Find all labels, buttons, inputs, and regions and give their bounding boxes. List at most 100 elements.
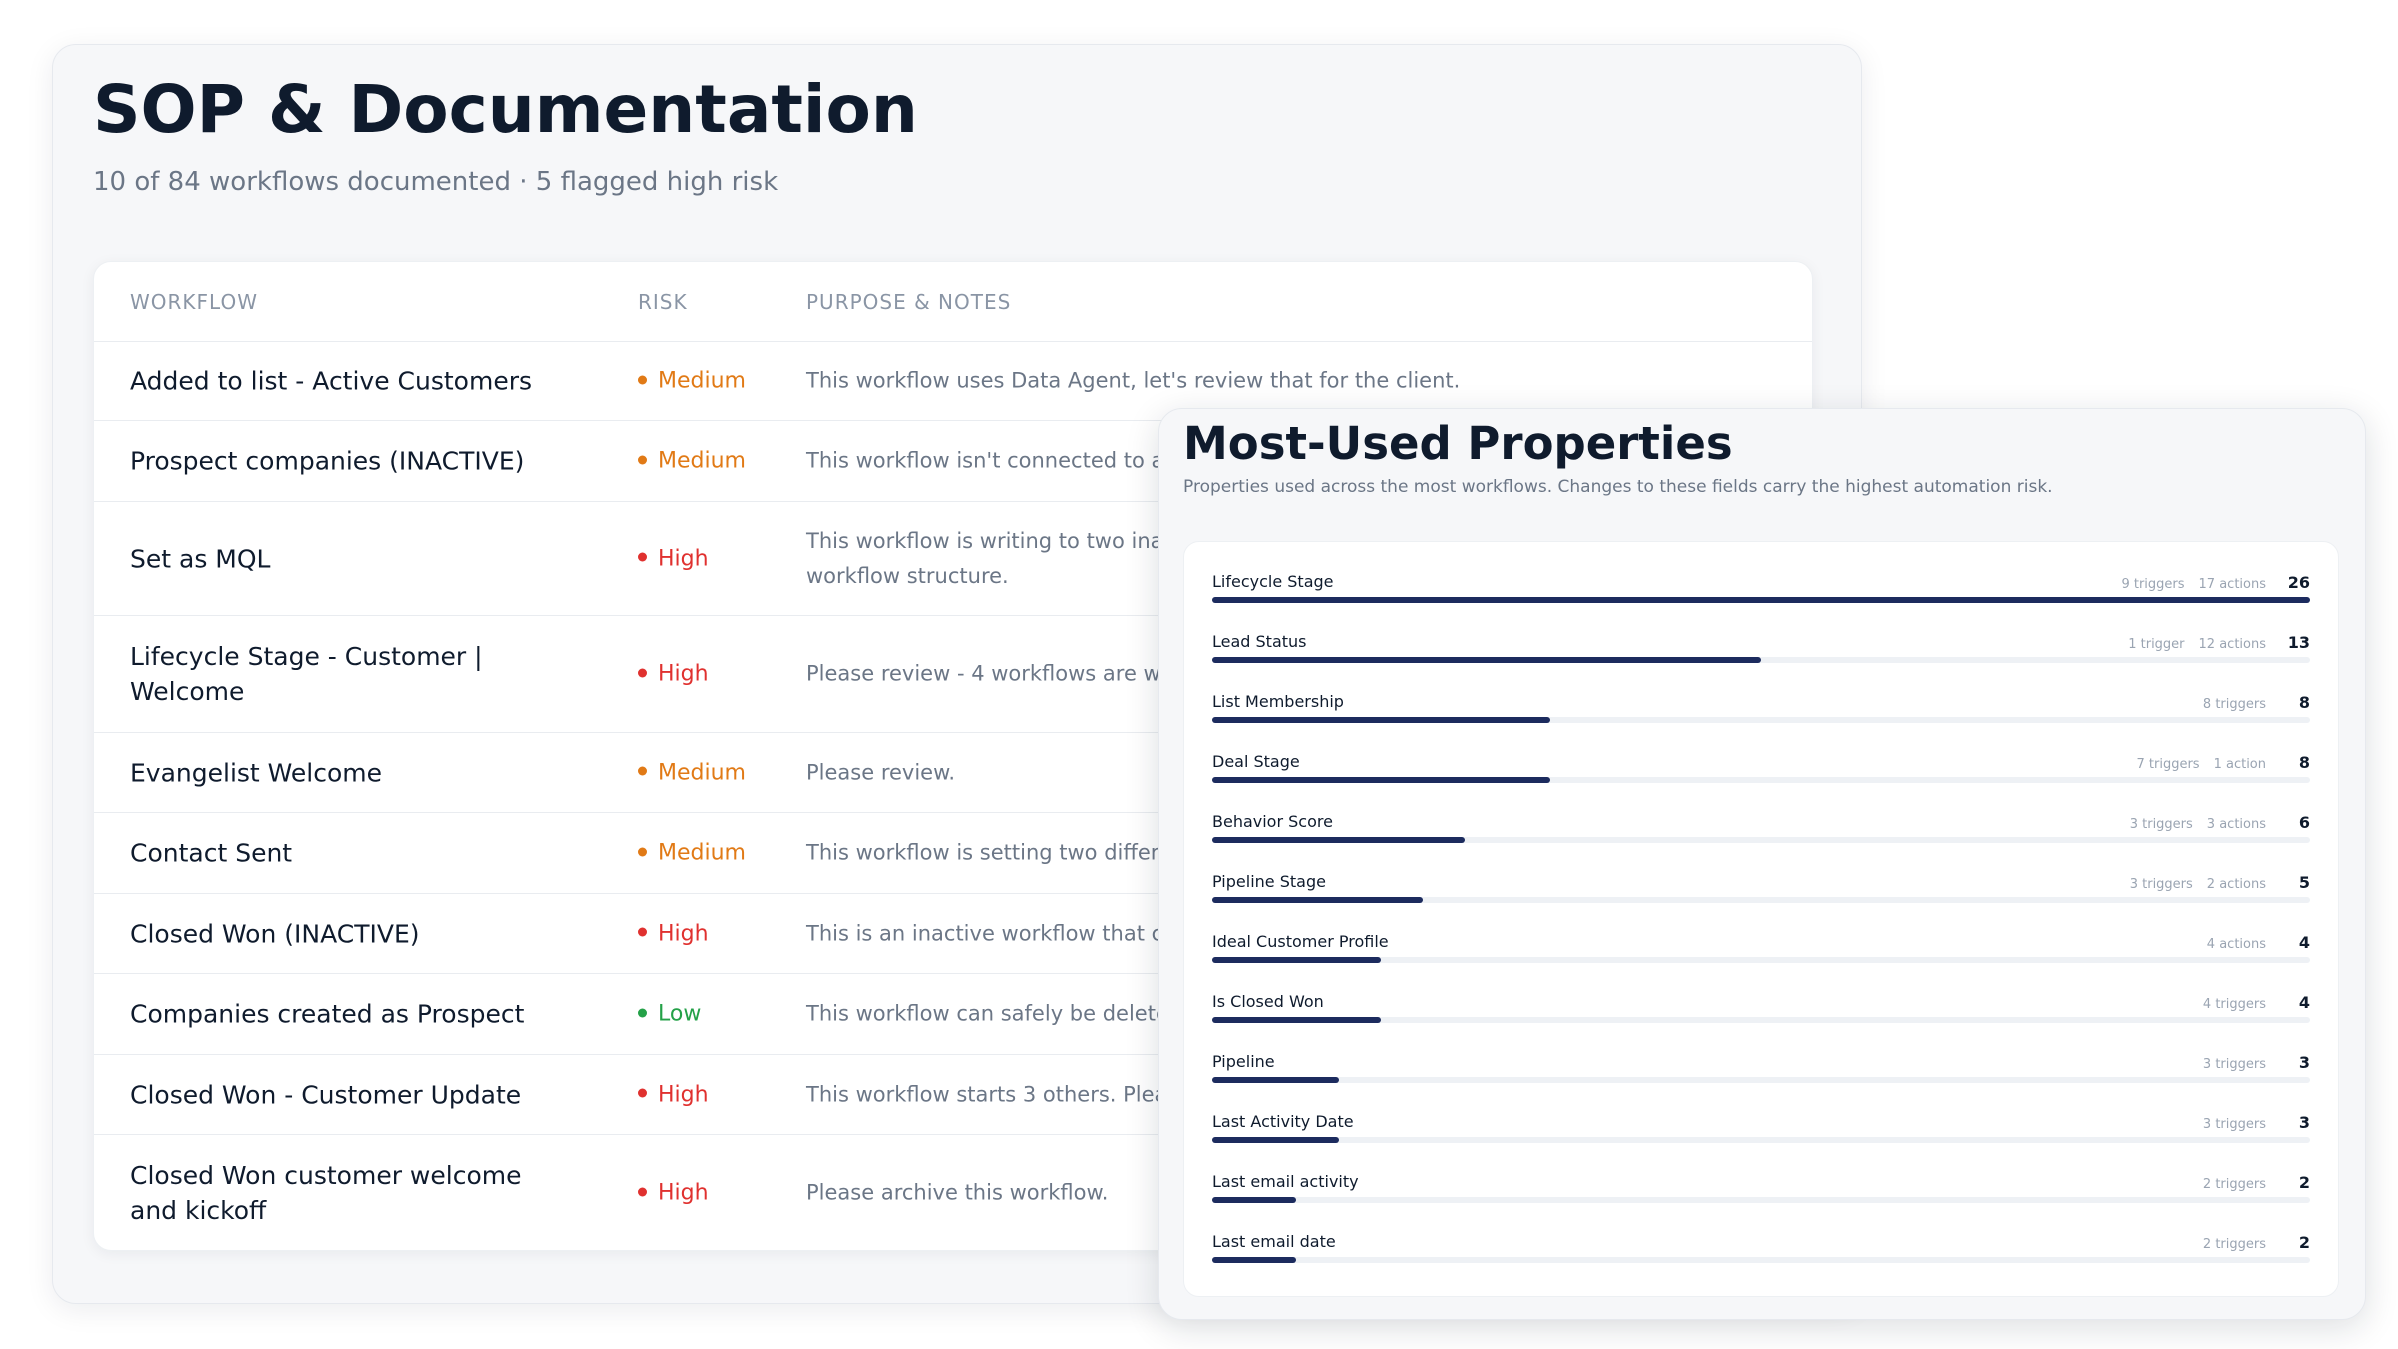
property-name: Pipeline Stage	[1212, 872, 1326, 891]
usage-bar-fill	[1212, 1137, 1339, 1143]
property-row[interactable]: Last email activity 2 triggers 2	[1212, 1172, 2310, 1232]
property-stats: 3 triggers 2 actions 5	[2116, 873, 2310, 892]
property-stat: 2 actions	[2206, 877, 2266, 892]
risk-dot-icon	[638, 455, 647, 464]
property-row[interactable]: Ideal Customer Profile 4 actions 4	[1212, 932, 2310, 992]
property-total: 2	[2298, 1173, 2310, 1192]
risk-label: Medium	[658, 760, 746, 785]
column-header-notes[interactable]: PURPOSE & NOTES	[806, 290, 1012, 314]
table-row[interactable]: Closed Won (INACTIVE) High This is an in…	[94, 894, 1812, 974]
property-total: 8	[2298, 753, 2310, 772]
property-stats: 2 triggers 2	[2189, 1233, 2310, 1252]
usage-bar-track	[1212, 717, 2310, 723]
page-title: SOP & Documentation	[93, 71, 918, 148]
workflow-name: Set as MQL	[130, 544, 271, 573]
risk-label: High	[658, 661, 709, 687]
usage-bar-track	[1212, 1257, 2310, 1263]
workflow-name: Closed Won - Customer Update	[130, 1080, 522, 1109]
page-subtitle: 10 of 84 workflows documented · 5 flagge…	[93, 167, 779, 197]
usage-bar-track	[1212, 897, 2310, 903]
property-stat: 3 triggers	[2129, 877, 2193, 892]
usage-bar-track	[1212, 777, 2310, 783]
risk-label: High	[658, 1082, 709, 1107]
risk-dot-icon	[638, 927, 647, 937]
property-row[interactable]: Behavior Score 3 triggers 3 actions 6	[1212, 812, 2310, 872]
usage-bar-fill	[1212, 717, 1550, 723]
risk-label: Medium	[658, 368, 746, 394]
risk-badge: Medium	[638, 760, 746, 785]
usage-bar-track	[1212, 597, 2310, 603]
property-total: 3	[2298, 1053, 2310, 1072]
property-stat: 1 trigger	[2128, 637, 2185, 652]
workflow-name: Closed Won customer welcome and kickoff	[130, 1161, 522, 1225]
property-row[interactable]: Pipeline 3 triggers 3	[1212, 1052, 2310, 1112]
risk-label: High	[658, 546, 709, 571]
risk-badge: High	[638, 1181, 709, 1206]
risk-badge: High	[638, 662, 709, 687]
property-row[interactable]: List Membership 8 triggers 8	[1212, 692, 2310, 752]
property-row[interactable]: Last email date 2 triggers 2	[1212, 1232, 2310, 1292]
usage-bar-track	[1212, 1197, 2310, 1203]
property-total: 4	[2298, 933, 2310, 952]
risk-badge: High	[638, 921, 709, 946]
risk-label: High	[658, 1180, 709, 1206]
table-row[interactable]: Prospect companies (INACTIVE) Medium Thi…	[94, 421, 1812, 502]
property-row[interactable]: Lead Status 1 trigger 12 actions 13	[1212, 632, 2310, 692]
property-stat: 17 actions	[2198, 577, 2266, 592]
property-stat: 3 actions	[2206, 817, 2266, 832]
property-name: Deal Stage	[1212, 752, 1300, 771]
property-row[interactable]: Last Activity Date 3 triggers 3	[1212, 1112, 2310, 1172]
table-row[interactable]: Added to list - Active Customers Medium …	[94, 342, 1812, 421]
properties-list: Lifecycle Stage 9 triggers 17 actions 26 Lea…	[1183, 541, 2339, 1297]
usage-bar-fill	[1212, 897, 1423, 903]
risk-badge: High	[638, 546, 709, 571]
risk-dot-icon	[638, 1088, 647, 1098]
property-total: 6	[2298, 813, 2310, 832]
property-row[interactable]: Lifecycle Stage 9 triggers 17 actions 26	[1212, 572, 2310, 632]
risk-badge: Low	[638, 1002, 701, 1027]
column-header-workflow[interactable]: WORKFLOW	[130, 290, 258, 314]
table-row[interactable]: Set as MQL High This workflow is writing…	[94, 502, 1812, 616]
workflow-notes: Please review - 4 workflows are writ	[806, 661, 1184, 686]
property-stats: 3 triggers 3	[2189, 1113, 2310, 1132]
property-row[interactable]: Deal Stage 7 triggers 1 action 8	[1212, 752, 2310, 812]
usage-bar-fill	[1212, 1257, 1296, 1263]
most-used-properties-panel: Most-Used Properties Properties used acr…	[1158, 408, 2366, 1320]
risk-label: Medium	[658, 840, 746, 866]
property-stat: 4 triggers	[2202, 997, 2266, 1012]
property-name: Pipeline	[1212, 1052, 1275, 1071]
usage-bar-fill	[1212, 1197, 1296, 1203]
property-stat: 1 action	[2213, 757, 2266, 772]
table-row[interactable]: Closed Won - Customer Update High This w…	[94, 1055, 1812, 1135]
table-body: Added to list - Active Customers Medium …	[94, 342, 1812, 1250]
table-row[interactable]: Lifecycle Stage - Customer | Welcome Hig…	[94, 616, 1812, 733]
property-stat: 4 actions	[2206, 937, 2266, 952]
workflow-notes: This workflow starts 3 others. Pleas	[806, 1082, 1179, 1106]
properties-subtitle: Properties used across the most workflow…	[1183, 477, 2053, 497]
workflow-notes: This is an inactive workflow that car	[806, 921, 1185, 945]
risk-dot-icon	[638, 375, 647, 384]
workflow-notes: This workflow can safely be deleted	[806, 1001, 1183, 1026]
table-row[interactable]: Contact Sent Medium This workflow is set…	[94, 813, 1812, 894]
risk-dot-icon	[638, 552, 647, 562]
risk-dot-icon	[638, 1187, 647, 1196]
property-total: 13	[2287, 633, 2310, 652]
property-name: Lead Status	[1212, 632, 1307, 651]
workflow-name: Evangelist Welcome	[130, 758, 383, 787]
table-row[interactable]: Closed Won customer welcome and kickoff …	[94, 1135, 1812, 1250]
property-stats: 4 actions 4	[2193, 933, 2310, 952]
property-total: 2	[2298, 1233, 2310, 1252]
property-stats: 3 triggers 3	[2189, 1053, 2310, 1072]
property-row[interactable]: Pipeline Stage 3 triggers 2 actions 5	[1212, 872, 2310, 932]
property-stat: 3 triggers	[2202, 1117, 2266, 1132]
property-total: 8	[2298, 693, 2310, 712]
usage-bar-track	[1212, 1077, 2310, 1083]
column-header-risk[interactable]: RISK	[638, 290, 688, 314]
workflow-notes: Please review.	[806, 760, 956, 784]
table-row[interactable]: Companies created as Prospect Low This w…	[94, 974, 1812, 1055]
table-row[interactable]: Evangelist Welcome Medium Please review.	[94, 733, 1812, 813]
property-total: 26	[2287, 573, 2310, 592]
property-total: 3	[2298, 1113, 2310, 1132]
property-row[interactable]: Is Closed Won 4 triggers 4	[1212, 992, 2310, 1052]
property-stats: 1 trigger 12 actions 13	[2114, 633, 2310, 652]
